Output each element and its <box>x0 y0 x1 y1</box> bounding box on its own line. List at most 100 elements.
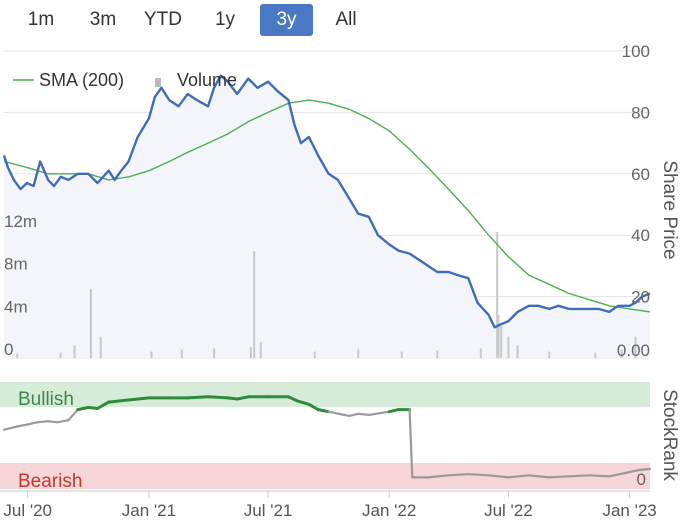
volume-bar <box>479 348 482 358</box>
legend-sma-label[interactable]: SMA (200) <box>39 70 124 90</box>
stockrank-segment <box>26 421 39 426</box>
volume-bar <box>259 342 262 358</box>
stockrank-segment <box>357 412 370 416</box>
range-selector: 1m 3m YTD 1y 3y All <box>0 0 688 40</box>
volume-bar <box>436 350 439 358</box>
stockrank-segment <box>507 474 530 479</box>
stockrank-segment <box>567 474 591 478</box>
range-button-1y[interactable]: 1y <box>214 9 236 30</box>
stockrank-segment <box>367 410 391 416</box>
stockrank-segment <box>427 474 450 479</box>
stockrank-segment <box>307 402 320 412</box>
volume-tick-label: 8m <box>4 255 28 274</box>
stockrank-segment <box>107 398 130 404</box>
range-button-3y[interactable]: 3y <box>260 4 313 36</box>
stockrank-segment <box>348 412 360 417</box>
stockrank-segment <box>226 396 239 401</box>
stockrank-segment <box>16 423 29 428</box>
volume-bar <box>620 349 623 358</box>
y-axis-title: Share Price <box>659 160 680 259</box>
stockrank-segment <box>588 474 611 478</box>
stockrank-zero-tick: 0 <box>637 470 646 489</box>
share-price-area <box>4 75 650 358</box>
volume-bar <box>500 326 503 358</box>
stockrank-segment <box>2 425 19 431</box>
stockrank-segment <box>548 475 571 479</box>
legend: SMA (200) Volume <box>13 70 237 90</box>
x-tick-label: Jul '21 <box>244 501 293 520</box>
stockrank-segment <box>467 473 490 477</box>
stockrank-segment <box>235 395 250 401</box>
stockrank-segment <box>608 471 631 478</box>
volume-axis: 0 4m 8m 12m <box>4 212 37 359</box>
stockrank-segment <box>327 410 351 417</box>
stockrank-segment <box>127 396 151 402</box>
x-tick-label: Jan '22 <box>362 501 416 520</box>
stockrank-segment <box>56 419 70 424</box>
volume-bar <box>99 336 102 358</box>
volume-bar <box>249 347 252 358</box>
volume-bar <box>16 353 19 358</box>
x-tick-label: Jul '22 <box>484 501 533 520</box>
bullish-band-label: Bullish <box>18 389 74 410</box>
volume-tick-label: 12m <box>4 212 37 231</box>
bearish-band <box>0 463 650 489</box>
stockrank-segment <box>206 395 230 400</box>
y-tick-label: 60 <box>631 165 650 184</box>
stockrank-segment <box>628 468 640 474</box>
y-tick-label: 100 <box>622 42 650 61</box>
volume-bar <box>313 351 316 358</box>
stockrank-line <box>2 395 652 479</box>
stockrank-axis-title: StockRank <box>659 389 680 481</box>
volume-bar <box>59 352 62 358</box>
volume-bar <box>213 348 216 358</box>
stockrank-segment <box>296 399 311 406</box>
y-tick-label: 80 <box>631 103 650 122</box>
volume-bar <box>73 345 76 358</box>
stockrank-segment <box>186 395 210 400</box>
legend-volume-label[interactable]: Volume <box>177 70 237 90</box>
range-button-3m[interactable]: 3m <box>89 9 117 30</box>
volume-bar <box>548 351 551 358</box>
range-button-1m[interactable]: 1m <box>27 9 55 30</box>
stockrank-segment <box>35 420 50 424</box>
bullish-band <box>0 382 650 407</box>
legend-volume-swatch <box>155 78 161 87</box>
volume-bar <box>89 288 92 358</box>
stockrank-segment <box>387 408 400 414</box>
range-button-all[interactable]: All <box>335 9 357 30</box>
stockrank-segment <box>316 408 331 414</box>
stockrank-segment <box>76 405 90 412</box>
volume-bar <box>180 349 183 358</box>
stockrank-segment <box>96 400 111 410</box>
volume-bar <box>253 251 256 358</box>
stockrank-segment <box>408 408 414 479</box>
stockrank-segment <box>86 405 99 410</box>
volume-bar <box>497 315 500 358</box>
volume-bar <box>400 351 403 358</box>
x-tick-label: Jul '20 <box>3 501 52 520</box>
stockrank-bands <box>0 382 650 489</box>
volume-tick-label: 4m <box>4 297 28 316</box>
stockrank-segment <box>527 474 551 479</box>
stockrank-segment <box>487 474 510 479</box>
share-price-axis: 20 40 60 80 100 <box>622 42 650 307</box>
volume-bar <box>594 352 597 358</box>
y-tick-label: 20 <box>631 288 650 307</box>
volume-bar <box>496 232 499 358</box>
x-axis: Jul '20 Jan '21 Jul '21 Jan '22 Jul '22 Jan '… <box>3 491 657 520</box>
volume-bar <box>634 336 637 358</box>
bearish-band-label: Bearish <box>18 471 82 492</box>
volume-bar <box>357 349 360 358</box>
stockrank-segment <box>287 395 300 403</box>
range-button-ytd[interactable]: YTD <box>144 9 182 30</box>
share-price-line <box>2 74 651 329</box>
volume-bar <box>507 336 510 358</box>
stockrank-segment <box>447 473 470 477</box>
volume-bar <box>150 351 153 358</box>
x-tick-label: Jan '23 <box>602 501 656 520</box>
stockrank-segment <box>46 420 59 424</box>
volume-bar <box>516 345 519 358</box>
stockrank-segment <box>637 467 652 472</box>
